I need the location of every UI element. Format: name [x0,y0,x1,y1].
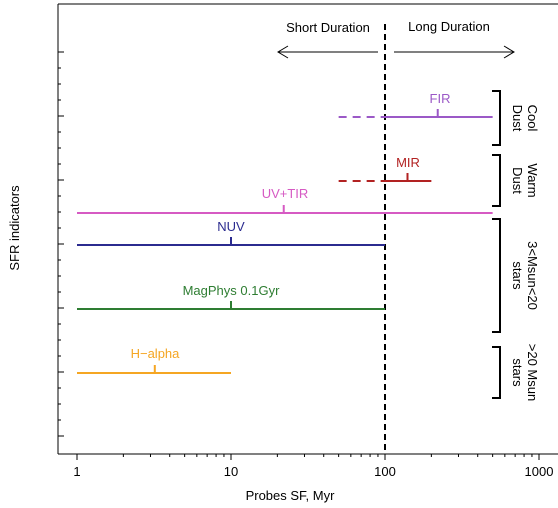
series-label: FIR [430,91,451,106]
group-bracket: WarmDust [492,154,540,207]
x-tick-label: 1000 [525,464,554,479]
bracket-line [492,218,501,333]
group-label: WarmDust [510,163,540,197]
bracket-line [492,90,501,146]
group-bracket: 3<Msun<20stars [492,218,540,333]
series-magphys-0-1gyr: MagPhys 0.1Gyr [77,283,385,310]
y-axis-label: SFR indicators [7,185,22,271]
x-tick-label: 1 [73,464,80,479]
bracket-line [492,154,501,207]
group-bracket: CoolDust [492,90,540,146]
plot-background [57,3,558,455]
series-label: NUV [217,219,245,234]
long-duration-arrowhead [503,45,515,59]
group-label-line: Dust [510,105,525,132]
group-label-line: Dust [510,167,525,194]
group-label: CoolDust [510,105,540,132]
short-duration-label: Short Duration [286,20,370,35]
group-bracket: >20 Msunstars [492,344,540,401]
group-label: >20 Msunstars [510,344,540,401]
series-label: MagPhys 0.1Gyr [183,283,280,298]
group-label-line: Warm [525,163,540,197]
axis-ticks: 1 10 100 1000 [58,51,554,479]
short-duration-arrowhead [277,45,289,59]
series-h-alpha: H−alpha [77,346,231,374]
group-label-line: stars [510,261,525,290]
series-fir: FIR [338,91,493,118]
series-label: UV+TIR [262,186,309,201]
x-tick-label: 100 [374,464,396,479]
x-axis-label: Probes SF, Myr [246,488,336,503]
series-mir: MIR [338,155,432,182]
bracket-line [492,346,501,399]
group-label-line: Cool [525,105,540,132]
series-label: H−alpha [131,346,181,361]
x-tick-label: 10 [224,464,238,479]
series-label: MIR [396,155,420,170]
series-nuv: NUV [77,219,385,246]
group-label-line: stars [510,358,525,387]
duration-annotations: Short Duration Long Duration [277,19,515,59]
long-duration-label: Long Duration [408,19,490,34]
group-label: 3<Msun<20stars [510,241,540,310]
series-uv-tir: UV+TIR [77,186,493,214]
series-layer: FIR MIR UV+TIR NUV MagPhys 0.1Gyr H−alpha [77,91,493,374]
group-label-line: 3<Msun<20 [525,241,540,310]
group-label-line: >20 Msun [525,344,540,401]
